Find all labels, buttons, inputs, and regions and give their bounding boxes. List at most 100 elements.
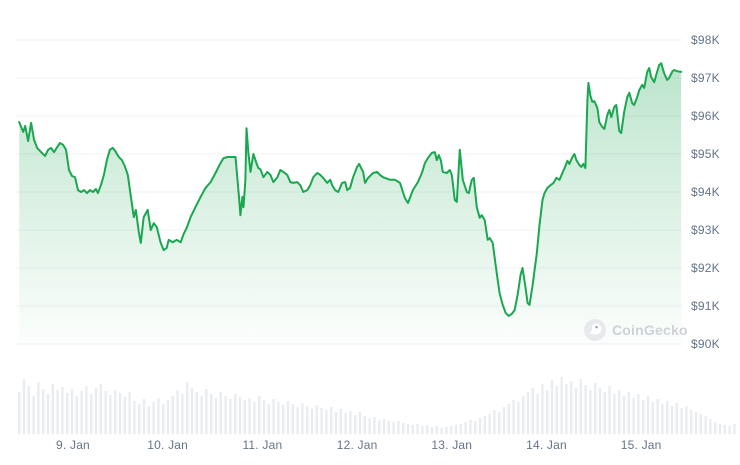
volume-bar <box>488 414 491 434</box>
volume-bar <box>162 404 165 434</box>
volume-bar <box>368 418 371 434</box>
volume-bar <box>229 399 232 434</box>
volume-bar <box>642 400 645 434</box>
volume-bar <box>382 419 386 434</box>
volume-bar <box>718 424 722 434</box>
volume-bar <box>94 388 98 434</box>
volume-bar <box>301 403 304 434</box>
volume-bar <box>142 399 146 434</box>
volume-bar <box>315 405 318 434</box>
volume-bar <box>291 404 294 434</box>
volume-bar <box>258 396 261 434</box>
volume-bar <box>75 396 78 434</box>
volume-bar <box>459 424 462 434</box>
volume-bar <box>622 396 626 434</box>
volume-bar <box>325 410 328 434</box>
x-tick-label: 10. Jan <box>147 438 189 452</box>
price-line <box>18 62 683 317</box>
volume-bar <box>618 390 621 434</box>
volume-bar <box>603 392 606 434</box>
volume-bar <box>99 384 102 434</box>
x-tick-label: 12. Jan <box>336 438 378 452</box>
volume-bar <box>387 421 390 434</box>
volume-bar <box>334 412 338 434</box>
volume-bar <box>728 426 731 434</box>
volume-bar <box>594 383 597 434</box>
volume-bar <box>656 399 659 434</box>
volume-bar <box>200 396 203 434</box>
volume-bar <box>474 421 477 434</box>
volume-bar <box>22 379 26 434</box>
volume-bar <box>176 390 179 434</box>
volume-bar <box>267 404 270 434</box>
volume-bar <box>555 386 558 434</box>
volume-bar <box>704 416 707 434</box>
volume-bar <box>685 406 688 434</box>
volume-bar <box>253 402 256 434</box>
volume-bar <box>478 418 482 434</box>
volume-bar <box>627 392 630 434</box>
volume-bar <box>498 412 501 434</box>
volume-bar <box>526 392 530 434</box>
volume-bar <box>186 382 189 434</box>
volume-bar <box>406 424 410 434</box>
volume-bar <box>61 387 64 434</box>
y-tick-label: $93K <box>691 223 720 237</box>
volume-bar <box>483 416 486 434</box>
volume-bar <box>522 396 525 434</box>
volume-bar <box>46 394 50 434</box>
volume-bar <box>378 420 381 434</box>
volume-bar <box>411 425 414 434</box>
volume-bar <box>493 410 496 434</box>
coingecko-watermark: CoinGecko <box>584 319 688 341</box>
volume-bar <box>402 423 405 434</box>
volume-bar <box>373 417 376 434</box>
volume-bar <box>608 386 611 434</box>
volume-bar <box>224 396 227 434</box>
volume-bar <box>507 404 510 434</box>
volume-bar <box>435 426 438 434</box>
y-tick-label: $97K <box>691 71 720 85</box>
volume-bar <box>694 412 698 434</box>
volume-bar <box>502 407 506 434</box>
volume-bar <box>32 396 35 434</box>
x-tick-label: 9. Jan <box>56 438 90 452</box>
y-tick-label: $92K <box>691 261 720 275</box>
x-tick-label: 14. Jan <box>526 438 567 452</box>
volume-bar <box>85 386 88 434</box>
volume-bar <box>286 401 290 434</box>
x-tick-label: 11. Jan <box>242 438 283 452</box>
volume-bar <box>450 426 453 434</box>
volume-bar <box>632 398 635 434</box>
volume-bar <box>205 389 208 434</box>
volume-bar <box>512 400 515 434</box>
volume-bar <box>339 409 342 434</box>
y-tick-label: $94K <box>691 185 720 199</box>
volume-bar <box>344 413 347 434</box>
volume-bar <box>637 394 640 434</box>
volume-bar <box>421 426 424 434</box>
volume-bar <box>426 425 429 434</box>
volume-bar <box>598 388 602 434</box>
coingecko-gecko-icon <box>584 319 606 341</box>
volume-bar <box>90 394 93 434</box>
volume-bar <box>282 405 285 434</box>
y-tick-label: $98K <box>691 33 720 47</box>
volume-bar <box>51 384 54 434</box>
volume-bar <box>234 394 237 434</box>
volume-bar <box>157 398 160 434</box>
volume-bar <box>613 394 616 434</box>
volume-bar <box>171 396 174 434</box>
volume-bar <box>670 406 674 434</box>
volume-bar <box>646 396 650 434</box>
volume-bar <box>190 388 194 434</box>
volume-bar <box>306 406 309 434</box>
volume-bar <box>37 382 40 434</box>
volume-bar <box>42 389 45 434</box>
volume-bar <box>152 402 155 434</box>
volume-bar <box>469 420 472 434</box>
volume-bar <box>354 415 357 434</box>
volume-bar <box>579 379 582 434</box>
volume-bar <box>123 397 126 434</box>
